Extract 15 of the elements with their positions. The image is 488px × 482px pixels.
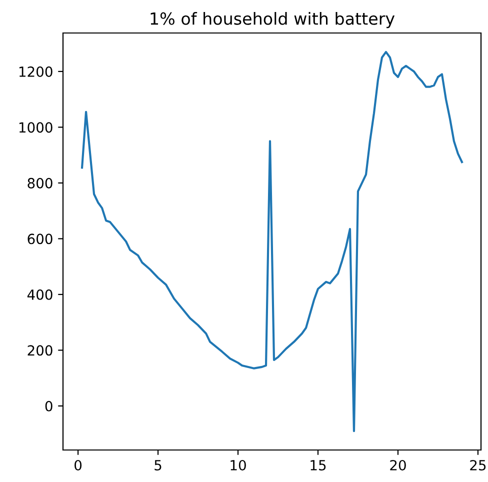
y-tick-label: 1200 bbox=[19, 66, 52, 77]
y-tick-label: 600 bbox=[28, 234, 52, 244]
y-tick-label: 1000 bbox=[19, 122, 52, 133]
x-tick-label: 10 bbox=[230, 460, 246, 470]
x-tick-label: 15 bbox=[310, 460, 326, 470]
chart-title: 1% of household with battery bbox=[150, 12, 395, 28]
x-tick-label: 0 bbox=[74, 460, 82, 470]
x-tick-label: 20 bbox=[390, 460, 406, 470]
line-series bbox=[80, 50, 464, 432]
x-tick-label: 5 bbox=[154, 460, 162, 470]
y-tick-label: 800 bbox=[28, 178, 52, 188]
x-tick-label: 25 bbox=[470, 460, 486, 470]
y-tick-label: 200 bbox=[28, 345, 52, 356]
y-tick-label: 400 bbox=[27, 289, 52, 300]
y-tick-label: 0 bbox=[45, 400, 52, 412]
